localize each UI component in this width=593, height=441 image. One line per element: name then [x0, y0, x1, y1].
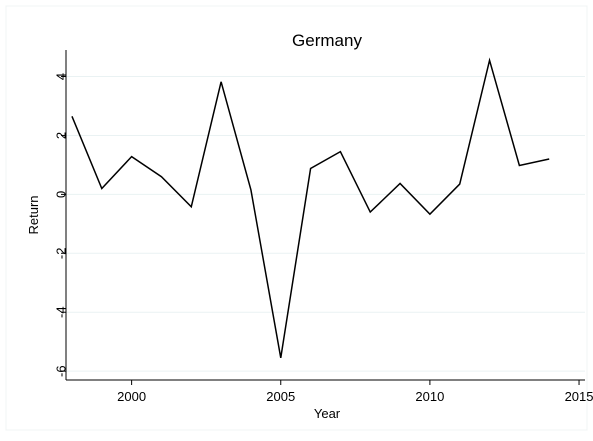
- y-tick-label: -4: [53, 306, 68, 318]
- x-tick-label: 2005: [266, 389, 295, 404]
- chart-title: Germany: [292, 31, 362, 50]
- y-axis-label: Return: [26, 195, 41, 234]
- x-tick-label: 2000: [117, 389, 146, 404]
- x-axis-label: Year: [314, 406, 341, 421]
- y-tick-label: 0: [53, 191, 68, 198]
- y-tick-label: -6: [53, 365, 68, 377]
- x-tick-label: 2015: [565, 389, 593, 404]
- y-tick-label: 2: [53, 132, 68, 139]
- y-tick-label: 4: [53, 73, 68, 80]
- y-tick-label: -2: [53, 248, 68, 260]
- x-tick-label: 2010: [415, 389, 444, 404]
